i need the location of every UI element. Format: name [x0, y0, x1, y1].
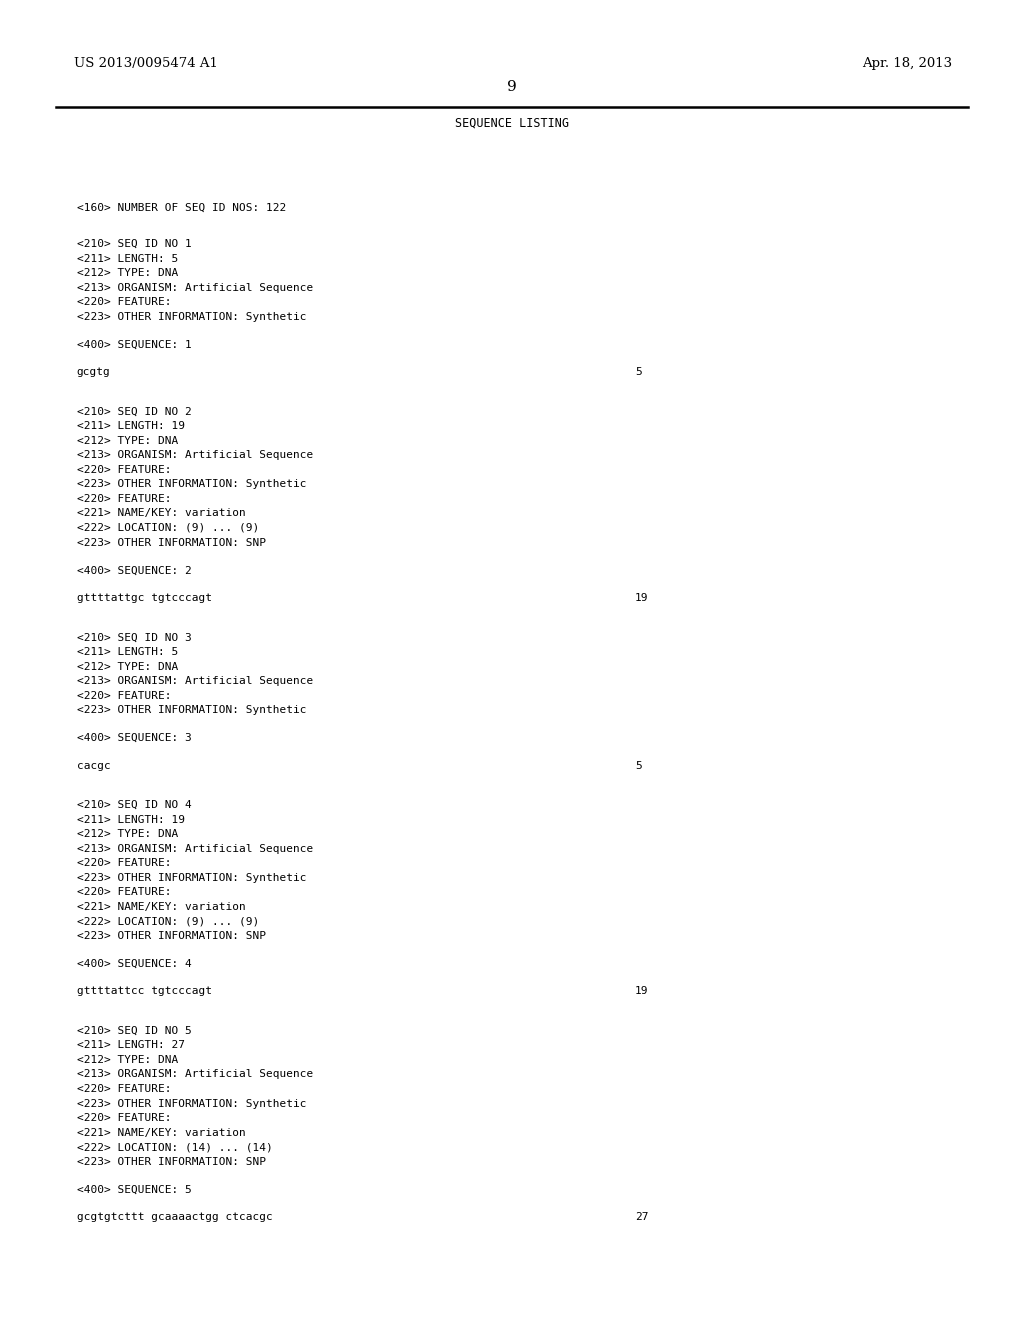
- Text: US 2013/0095474 A1: US 2013/0095474 A1: [74, 57, 218, 70]
- Text: 9: 9: [507, 81, 517, 94]
- Text: gttttattcc tgtcccagt: gttttattcc tgtcccagt: [77, 986, 212, 997]
- Text: gcgtgtcttt gcaaaactgg ctcacgc: gcgtgtcttt gcaaaactgg ctcacgc: [77, 1212, 272, 1222]
- Text: <220> FEATURE:: <220> FEATURE:: [77, 858, 171, 869]
- Text: <213> ORGANISM: Artificial Sequence: <213> ORGANISM: Artificial Sequence: [77, 1069, 313, 1080]
- Text: <213> ORGANISM: Artificial Sequence: <213> ORGANISM: Artificial Sequence: [77, 843, 313, 854]
- Text: <400> SEQUENCE: 3: <400> SEQUENCE: 3: [77, 733, 191, 743]
- Text: <212> TYPE: DNA: <212> TYPE: DNA: [77, 829, 178, 840]
- Text: <223> OTHER INFORMATION: SNP: <223> OTHER INFORMATION: SNP: [77, 537, 266, 548]
- Text: <220> FEATURE:: <220> FEATURE:: [77, 297, 171, 308]
- Text: <400> SEQUENCE: 4: <400> SEQUENCE: 4: [77, 958, 191, 969]
- Text: 27: 27: [635, 1212, 648, 1222]
- Text: <221> NAME/KEY: variation: <221> NAME/KEY: variation: [77, 1127, 246, 1138]
- Text: Apr. 18, 2013: Apr. 18, 2013: [862, 57, 952, 70]
- Text: <223> OTHER INFORMATION: Synthetic: <223> OTHER INFORMATION: Synthetic: [77, 705, 306, 715]
- Text: <210> SEQ ID NO 1: <210> SEQ ID NO 1: [77, 239, 191, 249]
- Text: <400> SEQUENCE: 2: <400> SEQUENCE: 2: [77, 565, 191, 576]
- Text: <223> OTHER INFORMATION: SNP: <223> OTHER INFORMATION: SNP: [77, 1156, 266, 1167]
- Text: <211> LENGTH: 19: <211> LENGTH: 19: [77, 814, 184, 825]
- Text: <221> NAME/KEY: variation: <221> NAME/KEY: variation: [77, 902, 246, 912]
- Text: cacgc: cacgc: [77, 760, 111, 771]
- Text: <212> TYPE: DNA: <212> TYPE: DNA: [77, 661, 178, 672]
- Text: <223> OTHER INFORMATION: Synthetic: <223> OTHER INFORMATION: Synthetic: [77, 873, 306, 883]
- Text: <211> LENGTH: 27: <211> LENGTH: 27: [77, 1040, 184, 1051]
- Text: <223> OTHER INFORMATION: Synthetic: <223> OTHER INFORMATION: Synthetic: [77, 312, 306, 322]
- Text: <213> ORGANISM: Artificial Sequence: <213> ORGANISM: Artificial Sequence: [77, 282, 313, 293]
- Text: <212> TYPE: DNA: <212> TYPE: DNA: [77, 268, 178, 279]
- Text: <212> TYPE: DNA: <212> TYPE: DNA: [77, 436, 178, 446]
- Text: 5: 5: [635, 760, 642, 771]
- Text: <220> FEATURE:: <220> FEATURE:: [77, 690, 171, 701]
- Text: <222> LOCATION: (9) ... (9): <222> LOCATION: (9) ... (9): [77, 523, 259, 533]
- Text: 5: 5: [635, 367, 642, 378]
- Text: <220> FEATURE:: <220> FEATURE:: [77, 887, 171, 898]
- Text: <220> FEATURE:: <220> FEATURE:: [77, 465, 171, 475]
- Text: <223> OTHER INFORMATION: SNP: <223> OTHER INFORMATION: SNP: [77, 931, 266, 941]
- Text: <220> FEATURE:: <220> FEATURE:: [77, 1113, 171, 1123]
- Text: <221> NAME/KEY: variation: <221> NAME/KEY: variation: [77, 508, 246, 519]
- Text: 19: 19: [635, 986, 648, 997]
- Text: <211> LENGTH: 19: <211> LENGTH: 19: [77, 421, 184, 432]
- Text: <212> TYPE: DNA: <212> TYPE: DNA: [77, 1055, 178, 1065]
- Text: <210> SEQ ID NO 4: <210> SEQ ID NO 4: [77, 800, 191, 810]
- Text: <223> OTHER INFORMATION: Synthetic: <223> OTHER INFORMATION: Synthetic: [77, 1098, 306, 1109]
- Text: <222> LOCATION: (9) ... (9): <222> LOCATION: (9) ... (9): [77, 916, 259, 927]
- Text: <211> LENGTH: 5: <211> LENGTH: 5: [77, 253, 178, 264]
- Text: <213> ORGANISM: Artificial Sequence: <213> ORGANISM: Artificial Sequence: [77, 450, 313, 461]
- Text: gcgtg: gcgtg: [77, 367, 111, 378]
- Text: <210> SEQ ID NO 5: <210> SEQ ID NO 5: [77, 1026, 191, 1036]
- Text: <400> SEQUENCE: 1: <400> SEQUENCE: 1: [77, 339, 191, 350]
- Text: <211> LENGTH: 5: <211> LENGTH: 5: [77, 647, 178, 657]
- Text: <210> SEQ ID NO 3: <210> SEQ ID NO 3: [77, 632, 191, 643]
- Text: <210> SEQ ID NO 2: <210> SEQ ID NO 2: [77, 407, 191, 417]
- Text: <160> NUMBER OF SEQ ID NOS: 122: <160> NUMBER OF SEQ ID NOS: 122: [77, 202, 286, 213]
- Text: gttttattgc tgtcccagt: gttttattgc tgtcccagt: [77, 593, 212, 603]
- Text: 19: 19: [635, 593, 648, 603]
- Text: <222> LOCATION: (14) ... (14): <222> LOCATION: (14) ... (14): [77, 1142, 272, 1152]
- Text: <220> FEATURE:: <220> FEATURE:: [77, 494, 171, 504]
- Text: <400> SEQUENCE: 5: <400> SEQUENCE: 5: [77, 1184, 191, 1195]
- Text: <213> ORGANISM: Artificial Sequence: <213> ORGANISM: Artificial Sequence: [77, 676, 313, 686]
- Text: SEQUENCE LISTING: SEQUENCE LISTING: [455, 116, 569, 129]
- Text: <223> OTHER INFORMATION: Synthetic: <223> OTHER INFORMATION: Synthetic: [77, 479, 306, 490]
- Text: <220> FEATURE:: <220> FEATURE:: [77, 1084, 171, 1094]
